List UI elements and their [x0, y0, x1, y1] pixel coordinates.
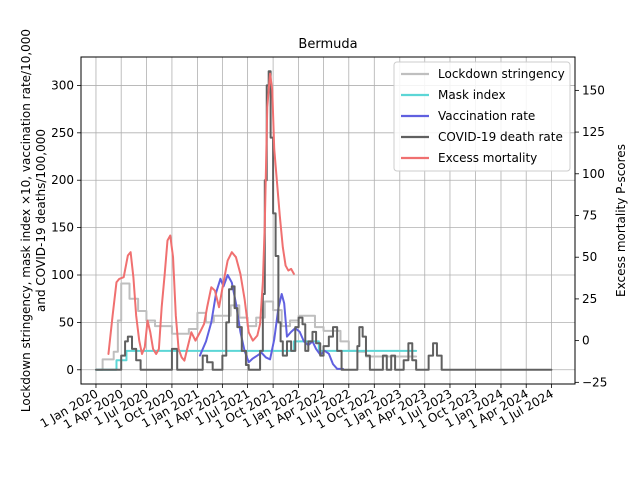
y-right-tick-label: 0: [582, 334, 590, 348]
legend-label-covid-19-death-rate: COVID-19 death rate: [438, 130, 563, 144]
y-left-tick-label: 100: [51, 268, 74, 282]
y-axis-left-label-line1: Lockdown stringency, mask index ×10, vac…: [19, 29, 33, 412]
y-right-tick-label: −25: [582, 375, 607, 389]
legend-label-excess-mortality: Excess mortality: [438, 151, 537, 165]
y-right-tick-label: 50: [582, 250, 597, 264]
y-right-tick-label: 100: [582, 167, 605, 181]
y-axis-right-label: Excess mortality P-scores: [614, 144, 628, 297]
chart-title: Bermuda: [298, 37, 357, 52]
y-right-tick-label: 25: [582, 292, 597, 306]
series-line-vaccination-rate: [198, 274, 344, 370]
legend: Lockdown stringency Mask index Vaccination…: [393, 61, 571, 172]
y-right-tick-label: 75: [582, 208, 597, 222]
y-axis-left-label-line2: and COVID-19 deaths/100,000: [34, 129, 48, 312]
y-axis-right-ticks: −25 0 25 50 75 100 125 150: [575, 83, 607, 389]
legend-label-vaccination-rate: Vaccination rate: [438, 109, 535, 123]
series-line-covid-19-death-rate: [94, 70, 553, 371]
legend-box: [393, 61, 571, 172]
y-left-tick-label: 150: [51, 221, 74, 235]
y-left-tick-label: 0: [66, 363, 74, 377]
y-right-tick-label: 125: [582, 125, 605, 139]
legend-label-lockdown-stringency: Lockdown stringency: [438, 67, 565, 81]
y-left-tick-label: 250: [51, 126, 74, 140]
axes-frame: [80, 56, 576, 385]
legend-label-mask-index: Mask index: [438, 88, 506, 102]
y-left-tick-label: 50: [59, 315, 74, 329]
plot-lines: [94, 70, 553, 371]
y-left-tick-label: 200: [51, 173, 74, 187]
y-axis-left-ticks: 0 50 100 150 200 250 300: [51, 78, 81, 377]
y-right-tick-label: 150: [582, 83, 605, 97]
y-left-tick-label: 300: [51, 78, 74, 92]
series-line-excess-mortality: [107, 72, 295, 362]
